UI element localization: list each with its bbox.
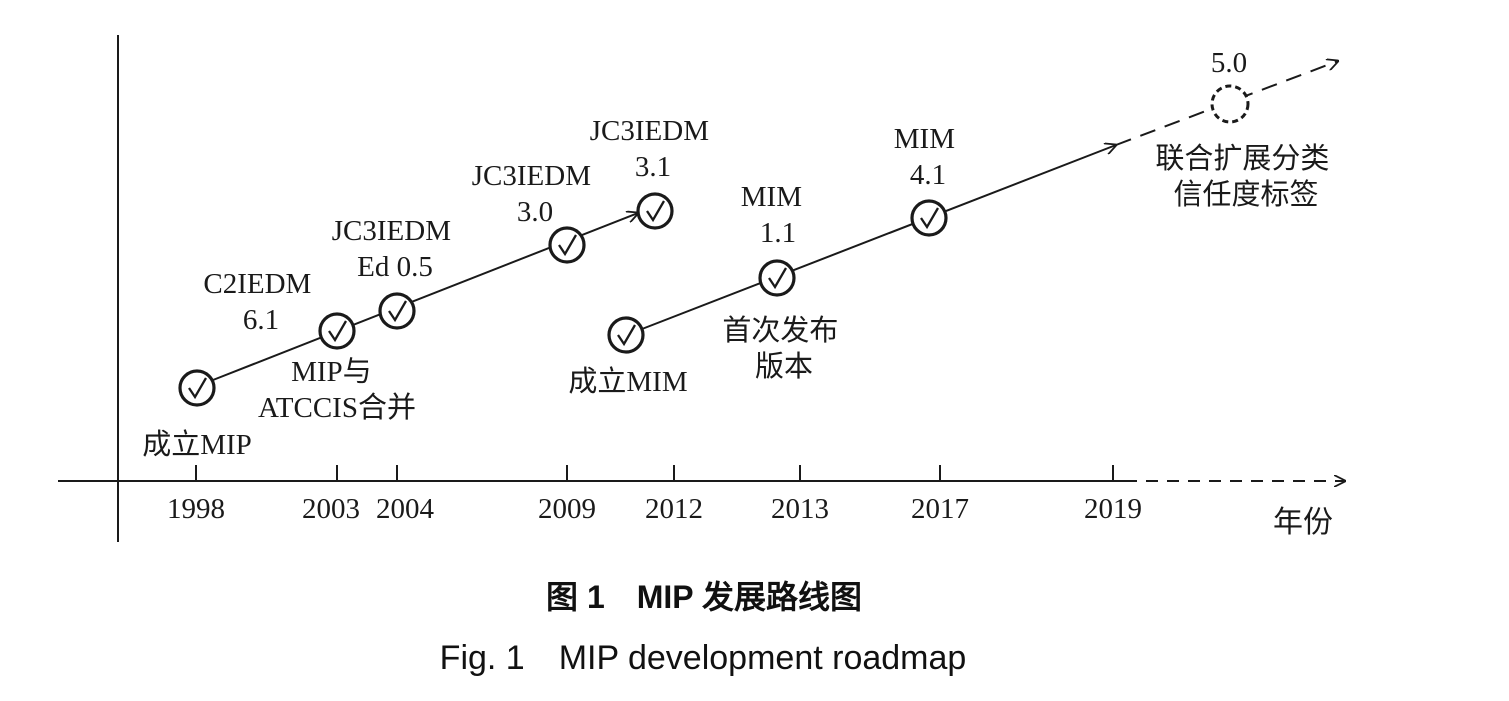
- milestone-label-v5-0: 5.0: [1211, 47, 1247, 79]
- year-label: 2017: [911, 493, 969, 525]
- checkmark-icon: [758, 259, 796, 297]
- dashed-circle-icon: [1210, 84, 1250, 124]
- milestone-label-mim-first-release: 首次发布 版本: [722, 314, 845, 383]
- milestone-label-mim-1-1: MIM 1.1: [741, 181, 809, 249]
- checkmark-icon: [318, 312, 356, 350]
- milestone-label-jc3iedm-3-0: JC3IEDM 3.0: [472, 160, 598, 228]
- year-label: 1998: [167, 493, 225, 525]
- checkmark-icon: [378, 292, 416, 330]
- milestone-label-mim-founded: 成立MIM: [568, 365, 687, 398]
- mim-timeline: [641, 145, 1116, 330]
- year-label: 2013: [771, 493, 829, 525]
- year-label: 2019: [1084, 493, 1142, 525]
- milestone-label-jc3iedm-3-1: JC3IEDM 3.1: [590, 115, 716, 183]
- milestone-label-mip-founded: 成立MIP: [142, 428, 252, 461]
- milestone-label-mip-atccis-merge: MIP与 ATCCIS合并: [258, 356, 416, 424]
- checkmark-icon: [548, 226, 586, 264]
- year-label: 2009: [538, 493, 596, 525]
- figure-caption-en: Fig. 1 MIP development roadmap: [440, 639, 967, 677]
- year-label: 2004: [376, 493, 435, 525]
- checkmark-icon: [636, 192, 674, 230]
- axis-unit-label: 年份: [1273, 506, 1333, 539]
- checkmark-icon: [607, 316, 645, 354]
- milestone-label-joint-extension: 联合扩展分类 信任度标签: [1155, 142, 1336, 211]
- year-label: 2003: [302, 493, 360, 525]
- milestone-label-jc3iedm-ed-0-5: JC3IEDM Ed 0.5: [332, 215, 458, 283]
- milestone-label-c2iedm-6-1: C2IEDM 6.1: [203, 268, 318, 336]
- year-label: 2012: [645, 493, 703, 525]
- milestone-label-mim-4-1: MIM 4.1: [894, 123, 962, 191]
- checkmark-icon: [910, 199, 948, 237]
- checkmark-icon: [178, 369, 216, 407]
- figure-caption-cn: 图 1 MIP 发展路线图: [546, 579, 862, 615]
